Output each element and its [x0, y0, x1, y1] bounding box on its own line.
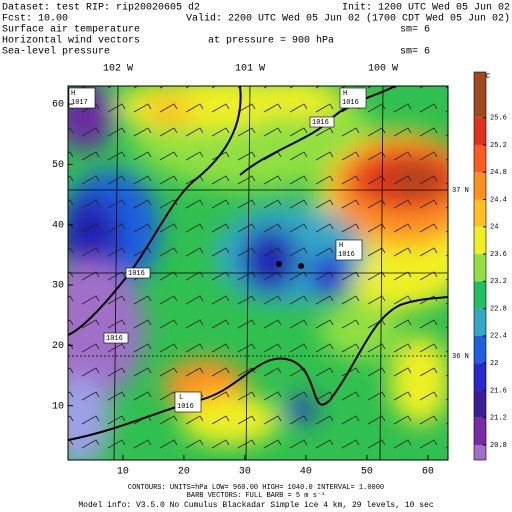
smoothing: sm= 6 [400, 25, 430, 36]
pressure-value: 1016 [106, 335, 123, 343]
colorbar-tick-label: 22.4 [490, 333, 507, 341]
longitude-label: 101 W [235, 64, 265, 75]
pressure-center: H [71, 90, 75, 98]
colorbar-band [474, 172, 486, 200]
pressure-value: 1016 [312, 119, 329, 127]
field: Sea-level pressure [2, 46, 110, 58]
y-tick-label: 40 [52, 220, 64, 231]
y-tick-label: 60 [52, 100, 64, 111]
colorbar-tick-label: 20.8 [490, 442, 507, 450]
colorbar-tick-label: 24.4 [490, 196, 507, 204]
map-frame [67, 85, 449, 461]
colorbar-tick-label: 24.8 [490, 169, 507, 177]
x-tick-label: 40 [300, 467, 312, 478]
longitude-label: 102 W [103, 64, 133, 75]
colorbar-tick-label: 25.2 [490, 142, 507, 150]
y-tick-label: 10 [52, 401, 64, 412]
field: Horizontal wind vectors [2, 35, 140, 47]
colorbar-tick-label: 22 [490, 360, 498, 368]
fcst: Fcst: 10.00 [2, 14, 68, 25]
pressure-value: 1016 [128, 270, 145, 278]
pressure-value: 1016 [177, 403, 194, 411]
y-tick-label: 30 [52, 281, 64, 292]
pressure-center: H [343, 90, 347, 98]
colorbar-band [474, 417, 486, 445]
dataset: Dataset: test RIP: rip20020605 d2 [2, 2, 200, 14]
y-tick-label: 20 [52, 341, 64, 352]
colorbar-tick-label: 25.6 [490, 115, 507, 123]
x-tick-label: 10 [117, 467, 129, 478]
field: Surface air temperature [2, 24, 140, 36]
colorbar-band [474, 254, 486, 282]
colorbar-band [474, 444, 486, 460]
colorbar-frame [473, 71, 487, 461]
colorbar-tick-label: 22.8 [490, 305, 507, 313]
y-tick-label: 50 [52, 160, 64, 171]
smoothing: sm= 6 [400, 47, 430, 58]
colorbar-band [474, 335, 486, 364]
map-field [68, 86, 448, 460]
pressure-center: H [339, 242, 343, 250]
colorbar-band [474, 144, 486, 173]
colorbar-band [474, 199, 486, 227]
pressure-value: 1017 [71, 99, 88, 107]
pressure-value: 1016 [338, 251, 355, 259]
valid: Valid: 2200 UTC Wed 05 Jun 02 (1700 CDT … [186, 13, 510, 25]
init: Init: 1200 UTC Wed 05 Jun 02 [342, 2, 510, 14]
longitude-label: 100 W [368, 64, 398, 75]
pressure-value: 1016 [342, 99, 359, 107]
latitude-label: 37 N [452, 187, 469, 195]
colorbar-band [474, 308, 486, 336]
barb-info: BARB VECTORS: FULL BARB = 5 m s⁻¹ [187, 492, 326, 500]
colorbar-tick-label: 21.2 [490, 415, 507, 423]
latitude-label: 36 N [452, 353, 469, 361]
colorbar-tick-label: 23.2 [490, 278, 507, 286]
colorbar-band [474, 226, 486, 255]
colorbar-band [474, 363, 486, 391]
colorbar-band [474, 281, 486, 309]
pressure-level: at pressure = 900 hPa [208, 35, 334, 47]
x-tick-label: 30 [239, 467, 251, 478]
pressure-center: L [179, 394, 183, 402]
colorbar-band [474, 72, 486, 118]
contour-info: CONTOURS: UNITS=hPa LOW= 960.00 HIGH= 10… [128, 484, 384, 492]
colorbar-band [474, 390, 486, 418]
x-tick-label: 60 [422, 467, 434, 478]
x-tick-label: 50 [361, 467, 373, 478]
pressure-labels: H 1017 H 1016 1016 H 1016 1016 1016 L 10… [68, 87, 367, 413]
colorbar-band [474, 117, 486, 145]
x-tick-label: 20 [178, 467, 190, 478]
colorbar-tick-label: 23.6 [490, 251, 507, 259]
colorbar-tick-label: 24 [490, 224, 498, 232]
model-info: Model info: V3.5.0 No Cumulus Blackadar … [78, 501, 433, 510]
colorbar-tick-label: 21.6 [490, 387, 507, 395]
